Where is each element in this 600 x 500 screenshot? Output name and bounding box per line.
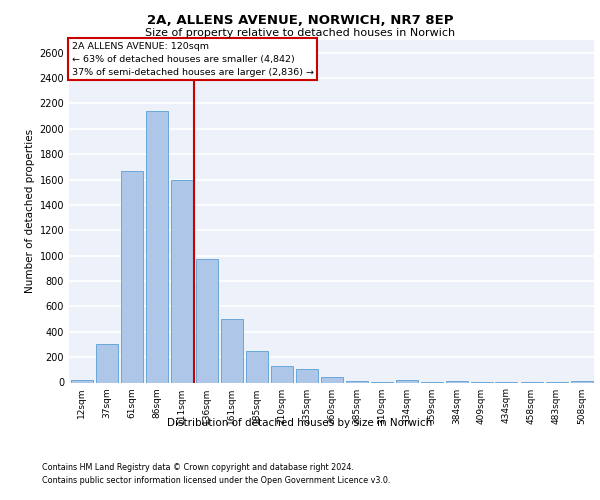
Bar bbox=[320, 378, 343, 382]
Text: Size of property relative to detached houses in Norwich: Size of property relative to detached ho… bbox=[145, 28, 455, 38]
Bar bbox=[271, 366, 293, 382]
Bar bbox=[296, 369, 317, 382]
Text: 2A ALLENS AVENUE: 120sqm
← 63% of detached houses are smaller (4,842)
37% of sem: 2A ALLENS AVENUE: 120sqm ← 63% of detach… bbox=[71, 42, 314, 77]
Bar bbox=[221, 319, 242, 382]
Text: Contains public sector information licensed under the Open Government Licence v3: Contains public sector information licen… bbox=[42, 476, 391, 485]
Bar bbox=[445, 380, 467, 382]
Bar bbox=[196, 260, 218, 382]
Text: 2A, ALLENS AVENUE, NORWICH, NR7 8EP: 2A, ALLENS AVENUE, NORWICH, NR7 8EP bbox=[147, 14, 453, 27]
Bar bbox=[146, 111, 167, 382]
Text: Distribution of detached houses by size in Norwich: Distribution of detached houses by size … bbox=[167, 418, 433, 428]
Text: Contains HM Land Registry data © Crown copyright and database right 2024.: Contains HM Land Registry data © Crown c… bbox=[42, 464, 354, 472]
Bar bbox=[395, 380, 418, 382]
Bar bbox=[170, 180, 193, 382]
Bar bbox=[571, 381, 593, 382]
Y-axis label: Number of detached properties: Number of detached properties bbox=[25, 129, 35, 294]
Bar bbox=[245, 351, 268, 382]
Bar bbox=[71, 380, 92, 382]
Bar bbox=[121, 170, 143, 382]
Bar bbox=[346, 380, 367, 382]
Bar bbox=[95, 344, 118, 383]
